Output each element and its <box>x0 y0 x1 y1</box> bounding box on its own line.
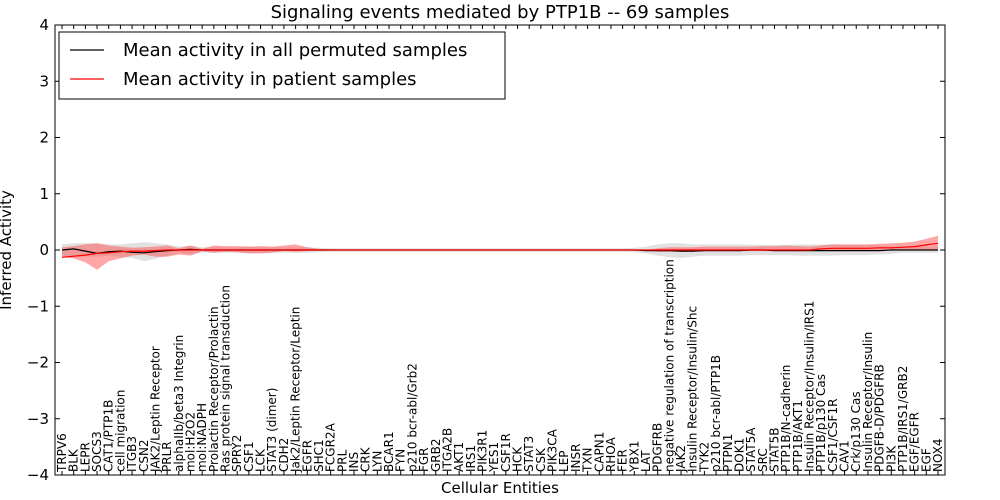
x-tick-label: mol:NADPH <box>195 403 209 472</box>
x-tick-label: Prolactin Receptor/Prolactin <box>207 306 221 472</box>
legend-label-permuted: Mean activity in all permuted samples <box>123 40 467 61</box>
x-tick-label: NOX4 <box>931 438 945 472</box>
x-tick-label: TRPV6 <box>55 433 69 473</box>
x-tick-label: DOK1 <box>732 438 746 472</box>
x-tick-label: YBX1 <box>627 441 641 473</box>
x-tick-label: PTP1B/p130 Cas <box>814 374 828 472</box>
x-tick-label: Insulin Receptor/Insulin/Shc <box>686 306 700 472</box>
x-tick-label: Ras protein signal transduction <box>219 285 233 472</box>
x-tick-label: LEP <box>557 450 571 472</box>
y-axis-label: Inferred Activity <box>0 190 15 310</box>
x-tick-label: CAPN1 <box>592 432 606 472</box>
x-tick-label: PTP1B/AKT1 <box>791 400 805 472</box>
y-axis: −4 −3 −2 −1 0 1 2 3 4 <box>27 16 945 484</box>
y-tick-label: 1 <box>39 185 49 203</box>
x-tick-label: BCAR1 <box>382 431 396 472</box>
x-tick-label: STAT5A <box>744 427 758 472</box>
x-axis-label: Cellular Entities <box>441 479 559 497</box>
y-tick-label: 2 <box>39 129 49 147</box>
x-tick-label: Insulin Receptor/Insulin/IRS1 <box>803 301 817 472</box>
series-line-patient <box>61 242 939 258</box>
legend: Mean activity in all permuted samples Me… <box>58 31 506 100</box>
x-tick-label: ITGA2B <box>440 428 454 472</box>
series-lines <box>61 242 939 258</box>
x-tick-label: PTP1B/IRS1/GRB2 <box>896 366 910 472</box>
x-tick-label: YES1 <box>487 442 501 473</box>
x-tick-label: LCK <box>254 448 268 472</box>
x-tick-label: SHC1 <box>312 439 326 472</box>
x-tick-label: CAT1/PTP1B <box>102 400 116 472</box>
x-tick-label: PDGFB-D/PDGFRB <box>873 364 887 472</box>
x-tick-label: CSF1R <box>499 433 513 472</box>
x-tick-label: Jak2/Leptin Receptor/Leptin <box>289 307 303 473</box>
x-tick-label: p210 bcr-abl/PTP1B <box>709 355 723 472</box>
x-tick-label: AKT1 <box>452 442 466 472</box>
x-tick-label: Insulin Receptor/Insulin <box>861 332 875 472</box>
x-tick-label: EGFR <box>300 440 314 472</box>
y-tick-label: −2 <box>27 354 49 372</box>
x-tick-label: CRK <box>359 446 373 472</box>
legend-box <box>58 31 506 100</box>
x-tick-label: TYK2 <box>697 442 711 473</box>
x-tick-label: TXN <box>581 447 595 473</box>
x-tick-label: PTPN1 <box>721 434 735 472</box>
y-tick-label: 3 <box>39 72 49 90</box>
x-tick-label: SRC <box>756 448 770 472</box>
x-tick-label: SOCS3 <box>90 431 104 472</box>
x-tick-label: PTP1B/N-cadherin <box>779 365 793 472</box>
x-tick-label: STAT3 (dimer) <box>265 388 279 472</box>
x-tick-label: LEPR <box>78 442 92 472</box>
x-tick-label: LYN <box>370 451 384 472</box>
x-tick-label: mol:H2O2 <box>184 412 198 472</box>
x-tick-label: BLK <box>67 448 81 472</box>
x-tick-label: CDH2 <box>277 438 291 472</box>
x-tick-label: EGF <box>919 448 933 472</box>
x-tick-label: p210 bcr-abl/Grb2 <box>405 363 419 472</box>
x-tick-label: CSF1 <box>242 441 256 472</box>
x-tick-label: HCK <box>511 446 525 472</box>
x-tick-label: INSR <box>569 443 583 471</box>
x-tick-label: CSK <box>534 447 548 472</box>
y-tick-label: −1 <box>27 297 49 315</box>
x-tick-label: SPRY2 <box>230 435 244 472</box>
y-tick-label: 4 <box>39 16 49 34</box>
x-tick-label: Crk/p130 Cas <box>849 391 863 472</box>
x-tick-label: PRL <box>335 449 349 472</box>
x-tick-label: PDGFRB <box>651 423 665 472</box>
x-tick-label: EGF/EGFR <box>908 412 922 472</box>
x-tick-label: STAT3 <box>522 436 536 472</box>
x-tick-label: IRS1 <box>464 445 478 472</box>
x-tick-label: LAT <box>639 450 653 472</box>
x-tick-label: CSF1/CSF1R <box>826 399 840 472</box>
x-tick-label: PRLR <box>160 441 174 472</box>
y-tick-label: −3 <box>27 410 49 428</box>
x-tick-label: RHOA <box>604 436 618 472</box>
x-tick-label: CAV1 <box>838 440 852 472</box>
x-tick-label: JAK2 <box>674 445 688 473</box>
x-tick-label: ITGB3 <box>125 436 139 472</box>
chart-title: Signaling events mediated by PTP1B -- 69… <box>271 2 730 23</box>
x-tick-label: CSN2 <box>137 439 151 472</box>
x-tick-label: GRB2 <box>429 439 443 473</box>
x-tick-label: cell migration <box>113 390 127 472</box>
y-tick-label: 0 <box>39 241 49 259</box>
y-tick-label: −4 <box>27 466 49 484</box>
x-tick-label: FCGR2A <box>324 422 338 472</box>
x-tick-label: FGR <box>417 447 431 472</box>
x-tick-label: PIK3R1 <box>476 430 490 472</box>
x-tick-label: PIK3CA <box>546 428 560 472</box>
x-tick-label: JAK2/Leptin Receptor <box>148 346 162 473</box>
x-tick-label: FYN <box>394 449 408 472</box>
x-tick-label: alphaIIb/beta3 Integrin <box>172 335 186 472</box>
legend-label-patient: Mean activity in patient samples <box>123 69 417 90</box>
x-tick-label: STAT5B <box>768 428 782 473</box>
confidence-bands <box>62 235 938 270</box>
x-tick-label: FER <box>616 449 630 472</box>
x-tick-label: INS <box>347 452 361 472</box>
x-tick-label: negative regulation of transcription <box>662 259 676 472</box>
x-tick-label: PI3K <box>884 445 898 472</box>
